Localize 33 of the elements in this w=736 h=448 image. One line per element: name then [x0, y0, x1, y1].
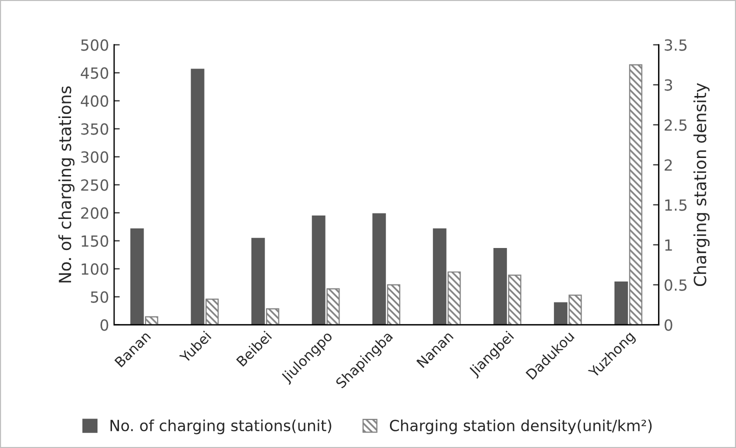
legend-label: Charging station density(unit/km²)	[390, 419, 652, 434]
legend-label: No. of charging stations(unit)	[110, 419, 332, 434]
bar	[372, 213, 386, 325]
y2-tick-label: 3.5	[664, 39, 687, 51]
y-tick-label: 500	[81, 39, 108, 51]
y-axis-title: No. of charging stations	[58, 86, 74, 282]
y-tick-label: 350	[81, 123, 108, 135]
y-tick-label: 100	[82, 263, 108, 275]
bar	[251, 238, 265, 325]
y2-tick-label: 3	[664, 79, 672, 91]
bar	[614, 282, 628, 325]
y2-tick-label: 1.5	[665, 199, 687, 211]
bar	[266, 308, 280, 325]
bar	[190, 68, 204, 325]
bar	[206, 298, 219, 325]
y-tick-label: 200	[81, 207, 108, 219]
y-tick-label: 250	[81, 179, 108, 191]
y2-tick-label: 1	[665, 239, 672, 251]
y2-tick-label: 0.5	[664, 279, 687, 291]
y2-tick-label: 2.5	[664, 119, 687, 131]
bar	[629, 64, 642, 325]
y-tick-label: 0	[100, 319, 108, 331]
y-tick-label: 300	[81, 151, 108, 163]
bar	[312, 215, 326, 325]
bar	[144, 316, 158, 325]
y2-tick-label: 2	[664, 159, 672, 171]
y-tick-label: 400	[80, 95, 108, 107]
y-tick-label: 50	[90, 291, 108, 303]
y-tick-label: 150	[82, 235, 108, 247]
y2-axis-title: Charging station density	[693, 83, 710, 286]
y2-tick-label: 0	[664, 319, 672, 331]
bar	[130, 228, 144, 325]
y-tick-label: 450	[80, 67, 108, 79]
